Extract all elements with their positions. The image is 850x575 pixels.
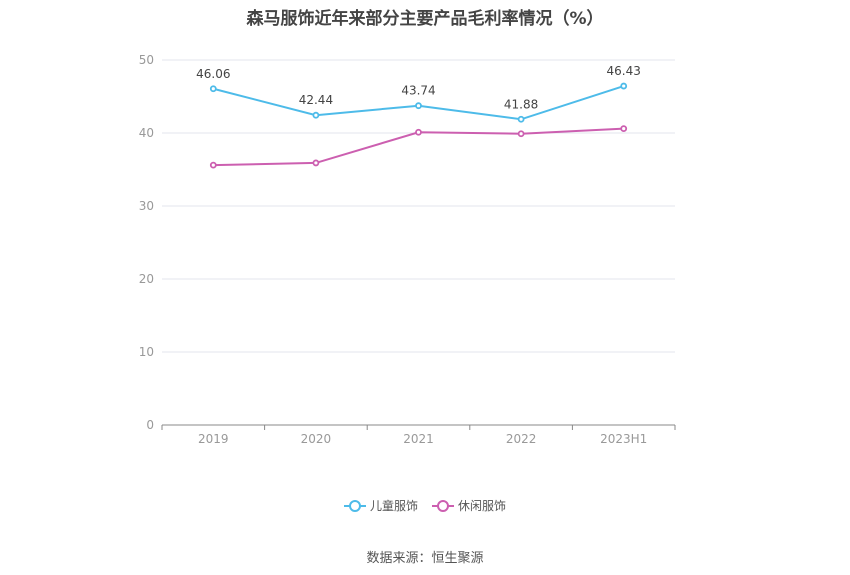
data-label: 46.06 [196, 67, 230, 81]
series-2-point [312, 159, 320, 167]
y-tick-label: 50 [139, 53, 154, 67]
data-label: 42.44 [299, 93, 333, 107]
legend-label-series-2: 休闲服饰 [458, 499, 507, 513]
legend-item-series-2[interactable]: 休闲服饰 [432, 497, 506, 514]
data-source-note: 数据来源：恒生聚源 [366, 551, 484, 566]
series-1-point [620, 82, 628, 90]
legend-item-series-1[interactable]: 儿童服饰 [343, 497, 418, 514]
series-2-point [415, 128, 422, 136]
y-tick-label: 0 [146, 418, 154, 432]
series-2-point [517, 130, 525, 138]
legend-swatch-series-1 [343, 499, 366, 513]
series-1-point [209, 85, 217, 93]
data-label: 41.88 [504, 97, 538, 111]
chart-title: 森马服饰近年来部分主要产品毛利率情况（%） [246, 9, 604, 29]
x-tick-label: 2020 [301, 432, 332, 446]
series-2-point [620, 125, 628, 133]
series-1-point [415, 102, 422, 110]
legend-swatch-series-2 [432, 499, 454, 513]
x-tick-label: 2021 [403, 432, 434, 446]
series-2-point [209, 161, 217, 169]
series-1-point [517, 115, 525, 123]
y-tick-label: 40 [139, 126, 154, 140]
x-tick-label: 2019 [198, 432, 229, 446]
legend-label-series-1: 儿童服饰 [369, 499, 418, 513]
x-tick-label: 2023H1 [600, 432, 647, 446]
y-tick-label: 30 [139, 199, 154, 213]
y-tick-label: 10 [139, 345, 154, 359]
x-tick-label: 2022 [506, 432, 537, 446]
series-1-point [312, 111, 320, 119]
y-tick-label: 20 [139, 272, 154, 286]
data-label: 46.43 [607, 64, 641, 78]
chart-legend: 儿童服饰 休闲服饰 [0, 497, 850, 514]
data-label: 43.74 [401, 84, 435, 98]
